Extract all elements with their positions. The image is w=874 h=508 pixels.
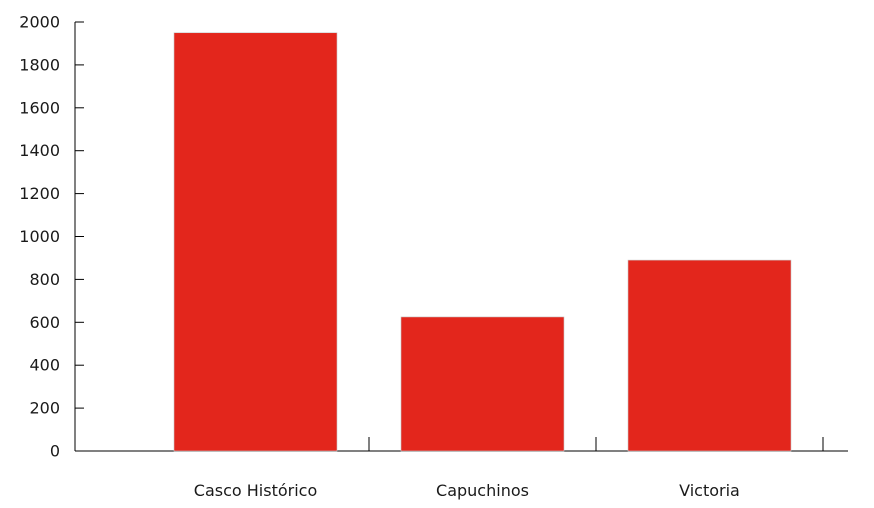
y-axis: 0 200 400 600 800 1000 1200 1400 1600 1800 2000 <box>19 13 84 461</box>
x-tick-label: Victoria <box>679 481 740 500</box>
y-tick-label: 1600 <box>19 98 60 117</box>
x-tick-label: Casco Histórico <box>194 481 317 500</box>
bar-2 <box>627 259 792 452</box>
y-tick-label: 1400 <box>19 141 60 160</box>
y-tick-label: 600 <box>29 313 60 332</box>
y-tick-label: 800 <box>29 270 60 289</box>
y-tick-label: 2000 <box>19 13 60 32</box>
y-tick-label: 1000 <box>19 227 60 246</box>
bar-0 <box>173 32 338 452</box>
bars <box>173 32 792 452</box>
y-tick-label: 0 <box>50 442 60 461</box>
y-tick-label: 400 <box>29 356 60 375</box>
y-tick-label: 1200 <box>19 184 60 203</box>
x-tick-label: Capuchinos <box>436 481 529 500</box>
x-tick-labels: Casco Histórico Capuchinos Victoria <box>194 481 740 500</box>
y-tick-label: 1800 <box>19 55 60 74</box>
bar-1 <box>400 316 565 452</box>
y-tick-label: 200 <box>29 399 60 418</box>
